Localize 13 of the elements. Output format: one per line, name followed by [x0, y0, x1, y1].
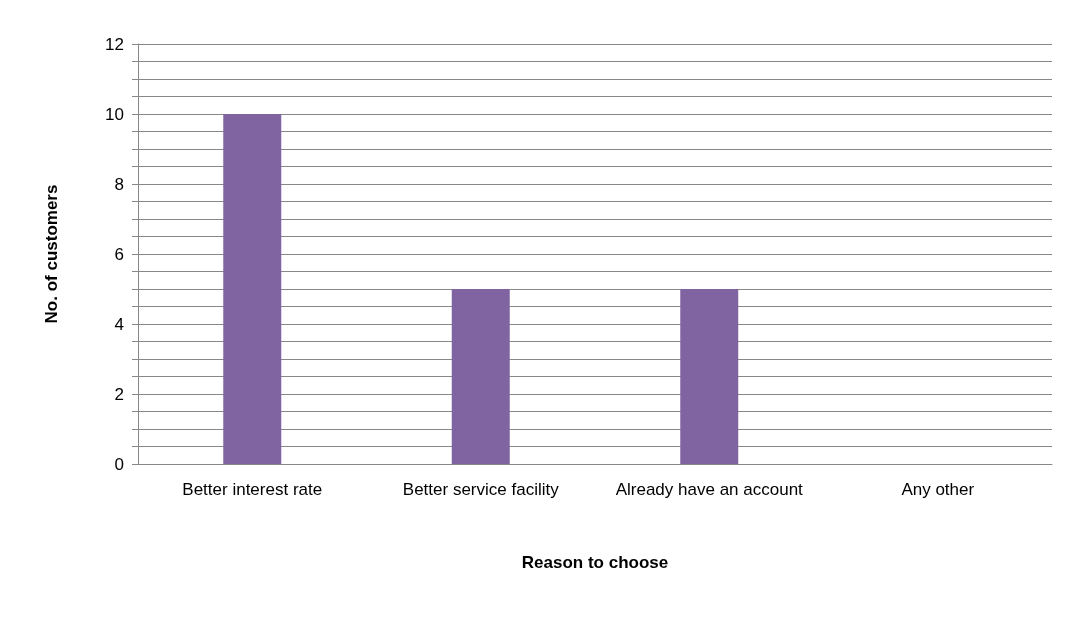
- x-tick-label: Any other: [901, 479, 975, 499]
- y-tick-label: 8: [114, 174, 124, 194]
- x-axis-title: Reason to choose: [521, 553, 669, 572]
- y-tick-label: 2: [114, 384, 124, 404]
- y-axis-title: No. of customers: [42, 184, 61, 324]
- x-tick-label: Better service facility: [402, 479, 560, 499]
- y-tick-label: 4: [114, 314, 124, 334]
- y-tick-label: 0: [114, 454, 124, 474]
- y-tick-label: 12: [105, 34, 124, 54]
- x-tick-label: Better interest rate: [182, 479, 323, 499]
- y-tick-label: 10: [105, 104, 124, 124]
- x-tick-label: Already have an account: [615, 479, 804, 499]
- y-tick-label: 6: [114, 244, 124, 264]
